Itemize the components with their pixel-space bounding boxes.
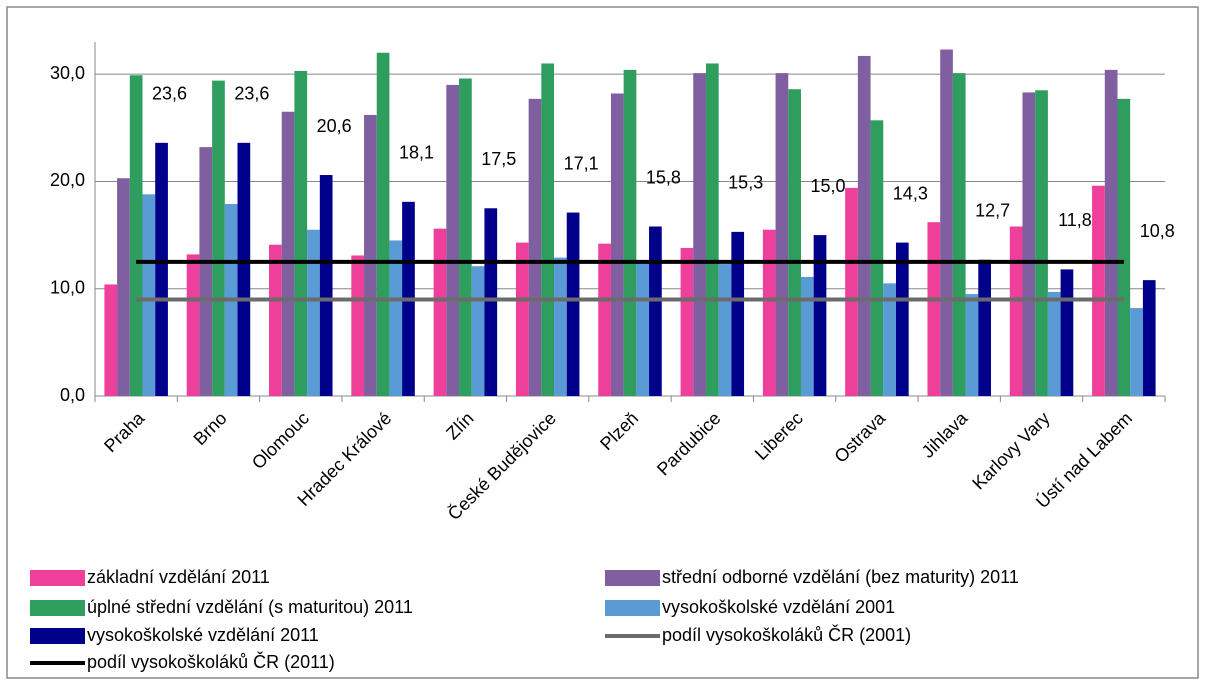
- legend-label: střední odborné vzdělání (bez maturity) …: [662, 567, 1019, 587]
- bar: [541, 63, 555, 397]
- legend-label: vysokoškolské vzdělání 2001: [662, 597, 895, 617]
- bar: [857, 55, 871, 396]
- bar: [142, 194, 156, 396]
- bar: [1142, 280, 1156, 396]
- data-label: 15,8: [646, 167, 681, 187]
- legend-label: základní vzdělání 2011: [87, 567, 270, 587]
- bar: [845, 187, 858, 396]
- y-tick-label: 0,0: [60, 385, 85, 405]
- bar: [528, 98, 542, 396]
- legend-label: úplné střední vzdělání (s maturitou) 201…: [87, 597, 413, 617]
- bar: [199, 147, 213, 396]
- bar: [307, 229, 320, 396]
- bar: [1092, 185, 1105, 396]
- bar: [927, 222, 941, 396]
- bar: [610, 93, 624, 396]
- bar: [940, 49, 953, 396]
- bar: [104, 284, 118, 396]
- bar: [484, 208, 498, 396]
- legend-label: podíl vysokoškoláků ČR (2001): [662, 624, 911, 645]
- bar: [364, 114, 377, 396]
- legend-swatch: [30, 628, 85, 644]
- bar: [762, 229, 776, 396]
- bar: [1117, 98, 1131, 396]
- bar: [1060, 269, 1074, 396]
- bar: [718, 264, 732, 396]
- data-label: 17,1: [564, 153, 599, 173]
- bar: [965, 294, 979, 396]
- bar: [566, 212, 580, 396]
- bar: [117, 178, 130, 396]
- bar: [389, 240, 403, 396]
- legend-swatch: [605, 600, 660, 616]
- data-label: 10,8: [1140, 221, 1175, 241]
- bar: [680, 247, 694, 396]
- bar: [294, 70, 308, 397]
- bar: [1035, 90, 1048, 396]
- bar: [705, 63, 719, 397]
- bar: [515, 242, 529, 396]
- bar: [775, 73, 789, 396]
- bar: [237, 142, 251, 396]
- bar: [978, 259, 991, 396]
- bar: [459, 78, 472, 397]
- data-label: 17,5: [481, 149, 516, 169]
- bar: [649, 226, 662, 396]
- bar: [376, 52, 390, 397]
- bar: [800, 276, 814, 396]
- y-tick-label: 10,0: [50, 277, 85, 297]
- bar: [788, 89, 801, 396]
- legend-swatch: [30, 570, 85, 586]
- data-label: 20,6: [317, 116, 352, 136]
- bar: [433, 228, 447, 396]
- bar: [895, 242, 909, 396]
- bar: [693, 73, 706, 396]
- bar: [1009, 226, 1023, 396]
- bar: [554, 257, 567, 396]
- bar: [1130, 308, 1143, 396]
- bar: [212, 80, 225, 397]
- bar: [1104, 69, 1118, 397]
- bar: [952, 73, 966, 396]
- bar: [269, 244, 282, 396]
- bar: [813, 235, 827, 396]
- data-label: 11,8: [1058, 210, 1092, 230]
- bar: [186, 254, 200, 396]
- data-label: 15,0: [810, 176, 845, 196]
- legend-label: vysokoškolské vzdělání 2011: [87, 625, 319, 645]
- bar: [598, 243, 611, 396]
- bar: [1022, 92, 1036, 396]
- y-tick-label: 20,0: [50, 170, 85, 190]
- bar: [1047, 291, 1061, 396]
- legend-swatch: [605, 570, 660, 586]
- bar: [351, 255, 365, 396]
- data-label: 15,3: [728, 173, 763, 193]
- legend-swatch: [30, 600, 85, 616]
- bar: [731, 231, 745, 396]
- bar: [883, 283, 896, 396]
- data-label: 12,7: [975, 201, 1010, 221]
- bar: [281, 111, 295, 397]
- bar: [636, 261, 650, 396]
- bar: [129, 75, 143, 396]
- bar: [471, 266, 485, 396]
- legend-label: podíl vysokoškoláků ČR (2011): [87, 651, 335, 672]
- bar: [319, 175, 333, 396]
- data-label: 14,3: [893, 183, 928, 203]
- bar: [446, 84, 460, 396]
- bar: [623, 69, 637, 397]
- bar: [870, 120, 884, 397]
- data-label: 23,6: [234, 84, 269, 104]
- data-label: 18,1: [399, 143, 434, 163]
- y-tick-label: 30,0: [50, 63, 85, 83]
- data-label: 23,6: [152, 84, 187, 104]
- bar: [155, 142, 168, 396]
